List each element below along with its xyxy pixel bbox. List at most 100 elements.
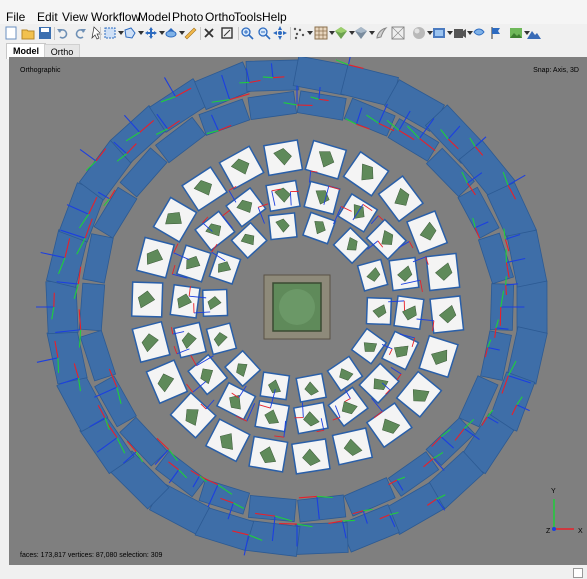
toolbar-separator (100, 27, 101, 40)
photo-model-thumbnail (315, 190, 330, 205)
snap-label: Snap: Axis, 3D (533, 67, 579, 74)
dropdown-arrow-icon[interactable] (329, 31, 335, 35)
axis-red (431, 436, 442, 447)
zoom-in-icon[interactable] (240, 26, 254, 40)
camera-axis-glyph (97, 189, 116, 207)
toolbar-separator (290, 27, 291, 40)
camera-plane (79, 329, 117, 382)
camera-photo (405, 210, 449, 255)
dropdown-arrow-icon[interactable] (138, 31, 144, 35)
axis-blue (506, 257, 526, 264)
mountain-icon[interactable] (527, 26, 541, 40)
camera-axis-glyph (274, 420, 287, 438)
camera-photo (175, 244, 212, 283)
axis-blue (227, 502, 234, 520)
scene-canvas[interactable]: Y Z X (9, 57, 587, 565)
dropdown-arrow-icon[interactable] (118, 31, 124, 35)
model-viewport[interactable]: Y Z X Orthographic Snap: Axis, 3D faces: 1… (9, 57, 587, 565)
shaded-icon[interactable] (334, 26, 348, 40)
dropdown-arrow-icon[interactable] (307, 31, 313, 35)
zoom-out-icon[interactable] (257, 26, 271, 40)
menu-file[interactable]: File (6, 10, 26, 24)
axis-blue (334, 405, 341, 418)
axis-red (341, 206, 352, 212)
axis-red (272, 76, 285, 79)
menu-tools[interactable]: Tools (234, 10, 263, 24)
axis-blue (123, 114, 141, 133)
undo-icon[interactable] (56, 26, 70, 40)
dropdown-arrow-icon[interactable] (179, 31, 185, 35)
dropdown-arrow-icon[interactable] (524, 31, 530, 35)
axis-blue (398, 241, 410, 249)
crop-icon[interactable] (220, 26, 234, 40)
axis-blue (355, 107, 363, 125)
axis-green (217, 484, 233, 495)
camera-axis-glyph (481, 409, 499, 426)
new-icon[interactable] (4, 26, 18, 40)
rotate-icon[interactable] (164, 26, 178, 40)
camera-axis-glyph (294, 402, 304, 419)
axis-green (155, 128, 168, 136)
photo-model-thumbnail (264, 409, 279, 424)
camera-axis-glyph (171, 264, 188, 279)
axis-blue (333, 206, 342, 225)
cameras-toggle-icon[interactable] (452, 26, 466, 40)
flag-icon[interactable] (489, 26, 503, 40)
camera-axis-glyph (79, 148, 107, 172)
dropdown-arrow-icon[interactable] (369, 31, 375, 35)
axis-green (116, 437, 126, 454)
dropdown-arrow-icon[interactable] (427, 31, 433, 35)
menu-edit[interactable]: Edit (37, 10, 58, 24)
axis-red (109, 189, 116, 200)
delete-icon[interactable] (202, 26, 216, 40)
dropdown-arrow-icon[interactable] (467, 31, 473, 35)
axis-red (73, 363, 80, 379)
axis-blue (270, 63, 274, 78)
camera-photo (331, 427, 374, 466)
photo-model-thumbnail (304, 381, 319, 396)
axis-green (516, 396, 523, 406)
dropdown-arrow-icon[interactable] (447, 31, 453, 35)
camera-axis-glyph (423, 451, 445, 471)
dropdown-arrow-icon[interactable] (159, 31, 165, 35)
axis-red (186, 383, 194, 393)
axis-blue (347, 57, 351, 65)
tab-ortho[interactable]: Ortho (44, 44, 80, 59)
texture-icon[interactable] (374, 26, 388, 40)
camera-plane (154, 116, 207, 164)
navigate-icon[interactable] (273, 26, 287, 40)
image-icon[interactable] (509, 26, 523, 40)
resize-grip-icon[interactable] (573, 568, 583, 578)
camera-axis-glyph (379, 511, 399, 528)
markers-icon[interactable] (472, 26, 486, 40)
menu-help[interactable]: Help (262, 10, 287, 24)
camera-axis-glyph (200, 475, 233, 508)
axis-red (200, 403, 207, 410)
axis-red (388, 348, 393, 356)
wireframe-icon[interactable] (391, 26, 405, 40)
axis-green (463, 418, 475, 429)
menu-model[interactable]: Model (138, 10, 171, 24)
menu-view[interactable]: View (62, 10, 88, 24)
ruler-icon[interactable] (183, 26, 197, 40)
camera-icon[interactable] (432, 26, 446, 40)
axis-red (466, 182, 476, 196)
save-icon[interactable] (38, 26, 52, 40)
dropdown-arrow-icon[interactable] (349, 31, 355, 35)
move-icon[interactable] (144, 26, 158, 40)
sphere-icon[interactable] (412, 26, 426, 40)
menu-ortho[interactable]: Ortho (205, 10, 236, 24)
pointer-icon[interactable] (90, 26, 104, 40)
camera-axis-glyph (113, 141, 137, 162)
camera-axis-glyph (123, 114, 155, 142)
model-view-icon[interactable] (354, 26, 368, 40)
polygon-select-icon[interactable] (123, 26, 137, 40)
axis-red (259, 404, 271, 409)
rect-select-icon[interactable] (103, 26, 117, 40)
menu-photo[interactable]: Photo (172, 10, 204, 24)
points-icon[interactable] (292, 26, 306, 40)
menu-workflow[interactable]: Workflow (91, 10, 141, 24)
grid-icon[interactable] (314, 26, 328, 40)
redo-icon[interactable] (73, 26, 87, 40)
open-icon[interactable] (21, 26, 35, 40)
